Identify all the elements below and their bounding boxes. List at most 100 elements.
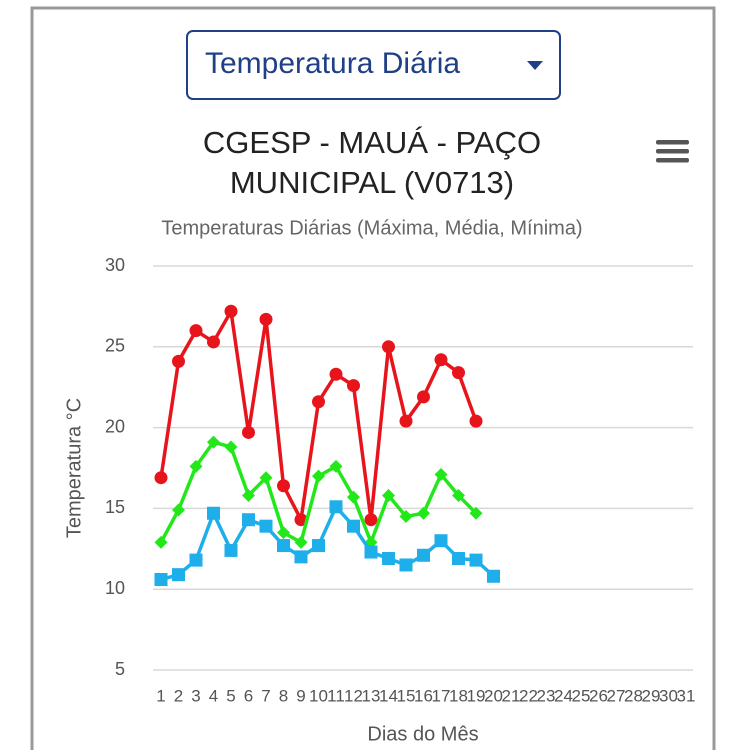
x-tick-label: 3 [191, 686, 200, 705]
y-axis-label: Temperatura °C [63, 398, 85, 538]
marker [189, 459, 203, 473]
x-tick-label: 21 [502, 686, 521, 705]
x-tick-label: 8 [279, 686, 288, 705]
marker [347, 490, 360, 504]
marker [242, 425, 255, 439]
x-tick-label: 31 [677, 686, 696, 705]
marker [347, 519, 360, 533]
marker [382, 488, 395, 502]
menu-icon[interactable] [656, 140, 689, 163]
x-tick-label: 4 [209, 686, 218, 705]
y-tick-label: 15 [105, 497, 125, 517]
x-tick-label: 17 [432, 686, 451, 705]
marker [382, 340, 395, 354]
dropdown-label: Temperatura Diária [205, 47, 460, 80]
marker [329, 500, 343, 514]
marker [382, 551, 395, 565]
marker [207, 335, 220, 349]
x-tick-label: 24 [554, 686, 573, 705]
dropdown-caret [527, 61, 543, 70]
marker [189, 324, 203, 338]
x-tick-label: 27 [607, 686, 626, 705]
marker [224, 440, 238, 454]
marker [154, 573, 168, 587]
x-tick-label: 23 [537, 686, 556, 705]
dropdown[interactable] [186, 30, 561, 100]
x-tick-label: 16 [414, 686, 433, 705]
x-tick-label: 18 [449, 686, 468, 705]
x-tick-label: 19 [467, 686, 486, 705]
x-tick-label: 28 [624, 686, 643, 705]
marker [259, 471, 273, 485]
chart-title: CGESP - MAUÁ - PAÇO MUNICIPAL (V0713) [203, 125, 541, 200]
x-axis-label: Dias do Mês [367, 723, 478, 745]
marker [242, 513, 255, 527]
y-tick-label: 20 [105, 416, 125, 436]
y-tick-label: 25 [105, 336, 125, 356]
marker [259, 312, 273, 326]
marker [154, 535, 168, 549]
marker [452, 551, 465, 565]
card [30, 6, 716, 755]
y-tick-label: 30 [105, 255, 125, 275]
x-tick-label: 7 [261, 686, 270, 705]
marker [399, 414, 413, 428]
y-tick-label: 10 [105, 578, 125, 598]
marker [172, 354, 185, 368]
marker [399, 509, 413, 523]
marker [189, 553, 203, 567]
marker [172, 568, 185, 582]
marker [347, 379, 360, 393]
marker [452, 366, 465, 380]
y-tick-label: 5 [115, 659, 125, 679]
marker [417, 548, 430, 562]
x-tick-label: 1 [156, 686, 165, 705]
marker [277, 539, 290, 553]
x-tick-label: 2 [174, 686, 183, 705]
x-tick-label: 29 [642, 686, 661, 705]
marker [312, 539, 325, 553]
x-tick-label: 20 [484, 686, 503, 705]
marker [329, 367, 343, 381]
x-tick-label: 25 [572, 686, 591, 705]
marker [364, 545, 378, 559]
x-tick-label: 11 [327, 686, 345, 705]
marker [487, 569, 500, 583]
marker [154, 471, 168, 485]
x-tick-label: 12 [344, 686, 363, 705]
marker [277, 526, 290, 540]
marker [469, 553, 483, 567]
chart-subtitle: Temperaturas Diárias (Máxima, Média, Mín… [161, 217, 582, 239]
marker [277, 479, 290, 493]
marker [434, 467, 448, 481]
x-tick-label: 13 [362, 686, 381, 705]
marker [469, 414, 483, 428]
marker [434, 353, 448, 367]
x-tick-label: 15 [397, 686, 416, 705]
marker [294, 513, 308, 527]
marker [417, 390, 430, 404]
marker [312, 395, 325, 409]
marker [224, 304, 238, 318]
marker [434, 534, 448, 548]
marker [364, 513, 378, 527]
marker [417, 506, 430, 520]
marker [469, 506, 483, 520]
marker [207, 435, 220, 449]
marker [312, 469, 325, 483]
x-tick-label: 14 [379, 686, 398, 705]
x-tick-label: 26 [589, 686, 608, 705]
marker [207, 506, 220, 520]
marker [172, 503, 185, 517]
marker [294, 535, 308, 549]
marker [452, 488, 465, 502]
x-tick-label: 5 [226, 686, 235, 705]
x-tick-label: 22 [519, 686, 538, 705]
marker [329, 459, 343, 473]
marker [242, 488, 255, 502]
marker [259, 519, 273, 533]
x-tick-label: 30 [659, 686, 678, 705]
marker [399, 558, 413, 572]
x-tick-label: 6 [244, 686, 253, 705]
